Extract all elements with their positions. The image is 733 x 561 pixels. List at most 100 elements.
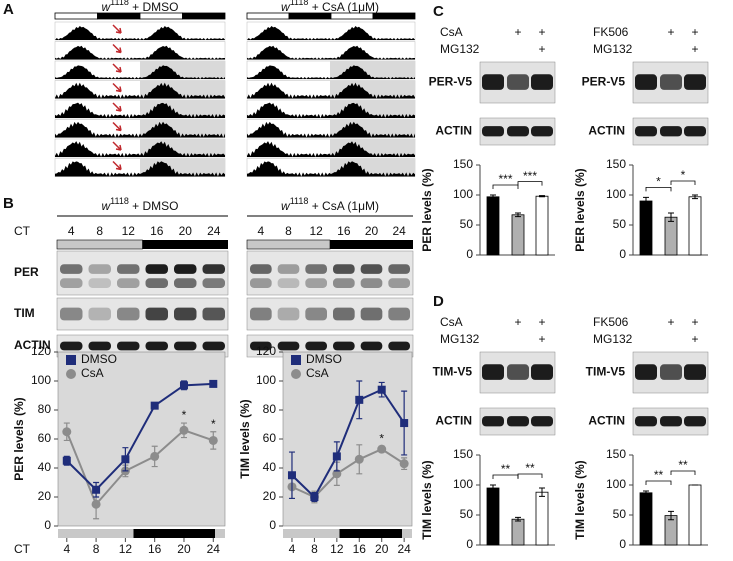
y-tick-label: 50 bbox=[460, 217, 474, 231]
blot-band bbox=[117, 341, 140, 351]
light-bar bbox=[56, 239, 143, 250]
lane-label: 16 bbox=[150, 224, 164, 238]
blot-band bbox=[507, 416, 529, 427]
blot-label: ACTIN bbox=[588, 124, 625, 138]
blot-band bbox=[305, 278, 327, 288]
error-bar bbox=[490, 194, 496, 200]
blot-band bbox=[117, 264, 140, 274]
data-point bbox=[179, 381, 188, 390]
treatment-label: CsA bbox=[440, 315, 463, 329]
blot-band bbox=[507, 126, 529, 137]
y-tick-label: 40 bbox=[263, 460, 277, 474]
treatment-sign: + bbox=[514, 25, 521, 39]
blot-band bbox=[333, 307, 355, 321]
bar bbox=[688, 484, 702, 546]
blot-band bbox=[482, 74, 504, 90]
arrow bbox=[112, 102, 122, 112]
blot-band bbox=[635, 74, 657, 90]
ld-bar bbox=[372, 12, 416, 20]
blot-band bbox=[250, 264, 272, 274]
blot-band bbox=[202, 264, 225, 274]
arrow bbox=[112, 43, 122, 54]
blot-band bbox=[202, 278, 225, 288]
x-tick-label: 24 bbox=[397, 542, 411, 556]
error-bar bbox=[643, 490, 649, 496]
light-bar bbox=[283, 529, 340, 538]
blot-label: ACTIN bbox=[588, 414, 625, 428]
treatment-sign: + bbox=[514, 315, 521, 329]
y-tick-label: 40 bbox=[38, 460, 52, 474]
error-bar bbox=[643, 196, 649, 206]
blot-band bbox=[684, 364, 706, 380]
x-tick-label: 12 bbox=[330, 542, 344, 556]
bar bbox=[511, 518, 525, 546]
bracket bbox=[670, 470, 696, 475]
treatment-label: FK506 bbox=[593, 25, 629, 39]
x-tick-label: 16 bbox=[148, 542, 162, 556]
legend-marker bbox=[291, 369, 301, 379]
bar bbox=[535, 195, 549, 256]
significance: * bbox=[211, 417, 216, 431]
x-tick-label: 4 bbox=[63, 542, 70, 556]
legend-marker bbox=[66, 369, 76, 379]
treatment-label: MG132 bbox=[440, 332, 480, 346]
treatment-sign: + bbox=[667, 315, 674, 329]
lane-label: 12 bbox=[122, 224, 136, 238]
x-axis-label: CT bbox=[14, 542, 31, 556]
dark-bar bbox=[339, 529, 402, 538]
blot-band bbox=[531, 74, 553, 90]
lane-label: 4 bbox=[257, 224, 264, 238]
bracket bbox=[517, 473, 543, 478]
y-tick-label: 150 bbox=[453, 157, 473, 171]
y-tick-label: 0 bbox=[619, 537, 626, 551]
error-bar bbox=[490, 484, 496, 492]
significance: * bbox=[182, 408, 187, 422]
y-tick-label: 120 bbox=[31, 344, 51, 358]
blot-band bbox=[117, 278, 140, 288]
data-point bbox=[62, 427, 72, 437]
y-axis-label: TIM levels (%) bbox=[420, 460, 434, 539]
y-tick-label: 0 bbox=[619, 247, 626, 261]
activity-trace bbox=[247, 26, 415, 40]
treatment-label: FK506 bbox=[593, 315, 629, 329]
panel-label: D bbox=[433, 293, 444, 310]
blot-band bbox=[684, 126, 706, 137]
dark-bar bbox=[142, 240, 228, 249]
data-point bbox=[179, 425, 189, 435]
x-tick-label: 4 bbox=[289, 542, 296, 556]
data-point bbox=[92, 485, 101, 494]
treatment-sign: + bbox=[691, 332, 698, 346]
x-tick-label: 8 bbox=[311, 542, 318, 556]
data-point bbox=[377, 385, 386, 394]
blot-background bbox=[246, 250, 414, 296]
blot-band bbox=[360, 307, 383, 321]
lane-label: 24 bbox=[207, 224, 221, 238]
data-point bbox=[400, 419, 409, 428]
y-axis-label: PER levels (%) bbox=[12, 397, 26, 480]
blot-background bbox=[56, 297, 229, 331]
activity-trace bbox=[247, 141, 415, 157]
blot-band bbox=[305, 341, 327, 351]
title-genotype: w bbox=[101, 0, 111, 14]
plot-background bbox=[282, 351, 413, 527]
y-tick-label: 20 bbox=[38, 489, 52, 503]
title-superscript: 1118 bbox=[110, 0, 129, 7]
y-tick-label: 150 bbox=[606, 447, 626, 461]
blot-label: TIM-V5 bbox=[586, 365, 626, 379]
blot-label: PER-V5 bbox=[429, 75, 473, 89]
blot-band bbox=[531, 126, 553, 137]
blot-label: ACTIN bbox=[435, 124, 472, 138]
significance: ** bbox=[501, 462, 511, 476]
blot-band bbox=[277, 341, 300, 351]
treatment-label: CsA bbox=[440, 25, 463, 39]
blot-band bbox=[684, 416, 706, 427]
treatment-sign: + bbox=[538, 315, 545, 329]
y-tick-label: 0 bbox=[44, 518, 51, 532]
bar bbox=[639, 492, 653, 546]
blot-band bbox=[360, 264, 383, 274]
dark-bar bbox=[330, 240, 413, 249]
data-point bbox=[399, 459, 409, 469]
arrow bbox=[112, 121, 122, 132]
y-tick-label: 0 bbox=[269, 518, 276, 532]
blot-band bbox=[635, 416, 657, 427]
